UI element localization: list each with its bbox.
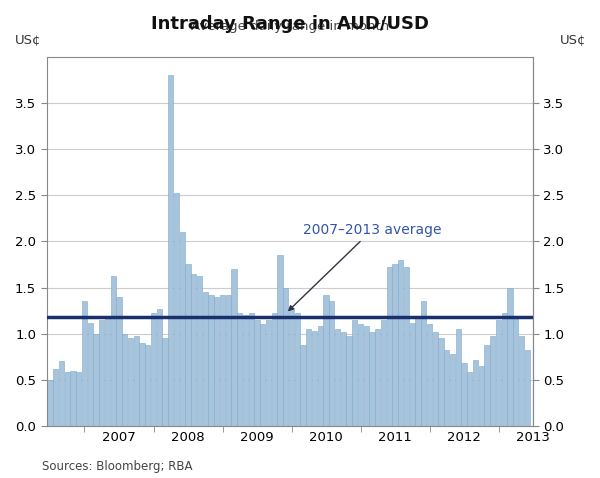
Bar	[467, 372, 472, 426]
Bar	[128, 338, 133, 426]
Bar	[513, 317, 518, 426]
Bar	[226, 295, 231, 426]
Bar	[82, 302, 87, 426]
Bar	[163, 338, 167, 426]
Bar	[490, 336, 496, 426]
Title: Intraday Range in AUD/USD: Intraday Range in AUD/USD	[151, 15, 429, 33]
Text: Sources: Bloomberg; RBA: Sources: Bloomberg; RBA	[42, 460, 193, 473]
Bar	[461, 363, 467, 426]
Bar	[306, 329, 311, 426]
Bar	[145, 345, 151, 426]
Bar	[450, 354, 455, 426]
Bar	[168, 75, 173, 426]
Text: US¢: US¢	[560, 33, 586, 46]
Bar	[484, 345, 490, 426]
Bar	[59, 361, 64, 426]
Bar	[47, 380, 53, 426]
Bar	[502, 314, 507, 426]
Bar	[329, 302, 334, 426]
Bar	[174, 194, 179, 426]
Bar	[220, 295, 225, 426]
Bar	[191, 274, 196, 426]
Bar	[157, 309, 162, 426]
Bar	[214, 297, 220, 426]
Bar	[295, 314, 300, 426]
Bar	[237, 314, 242, 426]
Bar	[151, 314, 156, 426]
Bar	[248, 314, 254, 426]
Bar	[508, 288, 512, 426]
Text: Average daily range in month: Average daily range in month	[191, 20, 389, 33]
Bar	[208, 295, 214, 426]
Bar	[398, 260, 403, 426]
Bar	[433, 332, 438, 426]
Bar	[65, 372, 70, 426]
Bar	[53, 369, 58, 426]
Bar	[179, 232, 185, 426]
Bar	[364, 326, 369, 426]
Bar	[473, 359, 478, 426]
Bar	[110, 276, 116, 426]
Bar	[524, 350, 530, 426]
Bar	[301, 345, 305, 426]
Bar	[105, 317, 110, 426]
Bar	[352, 320, 358, 426]
Bar	[289, 308, 294, 426]
Bar	[455, 329, 461, 426]
Bar	[415, 317, 421, 426]
Bar	[341, 332, 346, 426]
Bar	[404, 267, 409, 426]
Bar	[197, 276, 202, 426]
Bar	[94, 334, 98, 426]
Bar	[312, 331, 317, 426]
Bar	[439, 338, 443, 426]
Bar	[70, 370, 76, 426]
Bar	[444, 350, 449, 426]
Bar	[392, 264, 398, 426]
Bar	[335, 329, 340, 426]
Bar	[76, 372, 82, 426]
Bar	[386, 267, 392, 426]
Bar	[381, 320, 386, 426]
Text: 2007–2013 average: 2007–2013 average	[289, 223, 442, 310]
Bar	[260, 325, 265, 426]
Bar	[266, 320, 271, 426]
Bar	[272, 314, 277, 426]
Bar	[421, 302, 427, 426]
Bar	[232, 269, 236, 426]
Bar	[203, 292, 208, 426]
Bar	[496, 320, 501, 426]
Bar	[346, 336, 352, 426]
Text: US¢: US¢	[15, 33, 41, 46]
Bar	[358, 325, 363, 426]
Bar	[243, 315, 248, 426]
Bar	[88, 323, 93, 426]
Bar	[370, 332, 374, 426]
Bar	[116, 297, 122, 426]
Bar	[254, 320, 260, 426]
Bar	[375, 329, 380, 426]
Bar	[410, 323, 415, 426]
Bar	[479, 366, 484, 426]
Bar	[323, 295, 329, 426]
Bar	[99, 320, 104, 426]
Bar	[139, 343, 145, 426]
Bar	[185, 264, 191, 426]
Bar	[134, 336, 139, 426]
Bar	[519, 336, 524, 426]
Bar	[317, 326, 323, 426]
Bar	[277, 255, 283, 426]
Bar	[283, 288, 289, 426]
Bar	[122, 334, 127, 426]
Bar	[427, 325, 432, 426]
